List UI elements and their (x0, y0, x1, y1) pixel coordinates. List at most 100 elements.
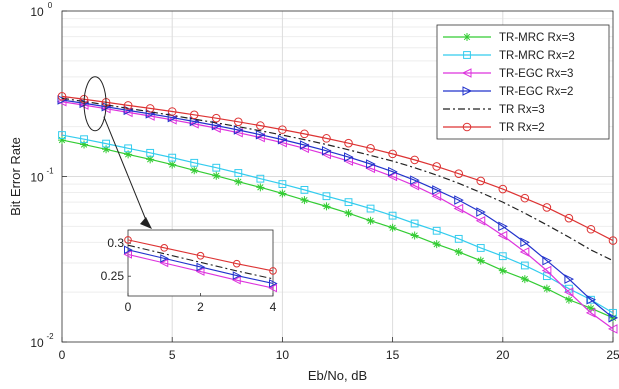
data-point-triangle-left (195, 267, 205, 276)
legend-label: TR-MRC Rx=2 (499, 50, 575, 62)
inset-series-line (127, 239, 274, 272)
data-point-star (432, 240, 441, 249)
inset-series-tr-egc-rx-3 (123, 250, 277, 293)
data-point-square (168, 153, 177, 162)
data-point-triangle-left (159, 258, 169, 268)
data-point-circle (520, 193, 530, 203)
data-point-triangle-left (585, 308, 596, 318)
data-point-square (256, 174, 265, 183)
data-point-circle (196, 251, 205, 260)
data-point-triangle-right (366, 159, 376, 169)
data-point-star (498, 266, 507, 275)
x-tick-label: 20 (496, 348, 510, 362)
data-point-square (388, 211, 397, 220)
data-point-triangle-left (519, 247, 530, 257)
data-point-circle (462, 122, 472, 132)
inset-y-tick-label: 0.25 (101, 269, 125, 283)
data-point-square (410, 219, 419, 228)
data-point-star (520, 275, 529, 284)
data-point-circle (608, 236, 618, 245)
data-point-star (212, 171, 221, 180)
data-point-star (80, 140, 89, 149)
data-point-star (278, 189, 287, 198)
data-point-star (586, 304, 595, 313)
data-point-triangle-right (410, 175, 420, 185)
data-point-triangle-right (432, 185, 442, 195)
y-tick-base: 10 (30, 5, 44, 19)
data-point-triangle-right (196, 262, 206, 272)
data-point-star (344, 209, 353, 218)
data-point-triangle-right (498, 221, 508, 232)
x-tick-label: 25 (606, 348, 619, 362)
series (56, 92, 619, 334)
y-tick-exponent: 0 (48, 1, 53, 10)
legend-label: TR-MRC Rx=3 (499, 32, 575, 44)
data-point-triangle-right (476, 207, 486, 217)
inset-x-tick-label: 0 (125, 300, 132, 314)
data-point-triangle-left (475, 215, 486, 226)
data-point-triangle-left (277, 137, 287, 148)
data-point-triangle-right (344, 152, 354, 162)
data-point-star (476, 256, 485, 265)
x-tick-label: 0 (59, 348, 66, 362)
legend-label: TR Rx=2 (499, 122, 545, 134)
data-point-triangle-right (57, 95, 68, 105)
data-point-triangle-left (563, 287, 574, 297)
data-point-star (388, 223, 397, 232)
data-point-star (564, 295, 573, 304)
series-line (61, 139, 614, 319)
data-point-triangle-left (123, 250, 132, 259)
data-point-square (124, 144, 133, 153)
data-point-triangle-right (124, 245, 133, 255)
data-point-square (102, 139, 110, 148)
data-point-square (212, 163, 221, 172)
data-point-triangle-right (321, 145, 332, 156)
data-point-triangle-left (233, 127, 243, 138)
series-tr-egc-rx-2 (57, 95, 619, 323)
data-point-triangle-right (542, 255, 552, 266)
data-point-square (190, 158, 199, 167)
data-point-star (190, 166, 199, 175)
annotations (83, 76, 152, 229)
y-tick-exponent: -2 (46, 332, 54, 341)
data-point-circle (498, 184, 508, 194)
data-point-triangle-left (461, 68, 472, 78)
inset-series-tr-rx-3 (127, 244, 274, 280)
data-point-triangle-right (160, 254, 169, 263)
series-line (61, 97, 614, 262)
data-point-star (58, 136, 66, 145)
zoom-arrowhead (140, 217, 152, 229)
data-point-star (454, 247, 463, 256)
data-point-circle (160, 243, 169, 252)
data-point-circle (256, 121, 265, 130)
data-point-triangle-left (387, 171, 398, 182)
legend-entry: TR Rx=3 (443, 104, 545, 116)
data-point-triangle-right (269, 279, 278, 288)
data-point-triangle-left (232, 275, 241, 285)
series-tr-rx-3 (61, 97, 614, 262)
inset-series-line (127, 253, 274, 289)
x-tick-label: 5 (169, 348, 176, 362)
data-point-circle (123, 101, 133, 110)
x-axis-label: Eb/No, dB (308, 368, 367, 383)
y-tick-label: 10 -2 (30, 332, 54, 350)
data-point-square (498, 252, 507, 261)
data-point-star (609, 313, 617, 322)
zoom-ellipse (83, 76, 107, 132)
legend-entry: TR-MRC Rx=2 (443, 50, 575, 62)
data-point-square (344, 198, 353, 207)
data-point-triangle-left (409, 180, 420, 191)
data-point-circle (344, 138, 353, 148)
data-point-circle (564, 213, 574, 223)
data-point-triangle-left (497, 230, 508, 241)
series-tr-rx-2 (57, 92, 618, 245)
data-point-triangle-left (255, 132, 265, 143)
data-point-square (300, 185, 309, 194)
inset-x-tick-label: 2 (197, 300, 204, 314)
data-point-star (410, 231, 419, 240)
legend-entry: TR-EGC Rx=2 (443, 86, 573, 98)
data-point-circle (366, 144, 375, 153)
data-point-triangle-right (586, 294, 597, 305)
